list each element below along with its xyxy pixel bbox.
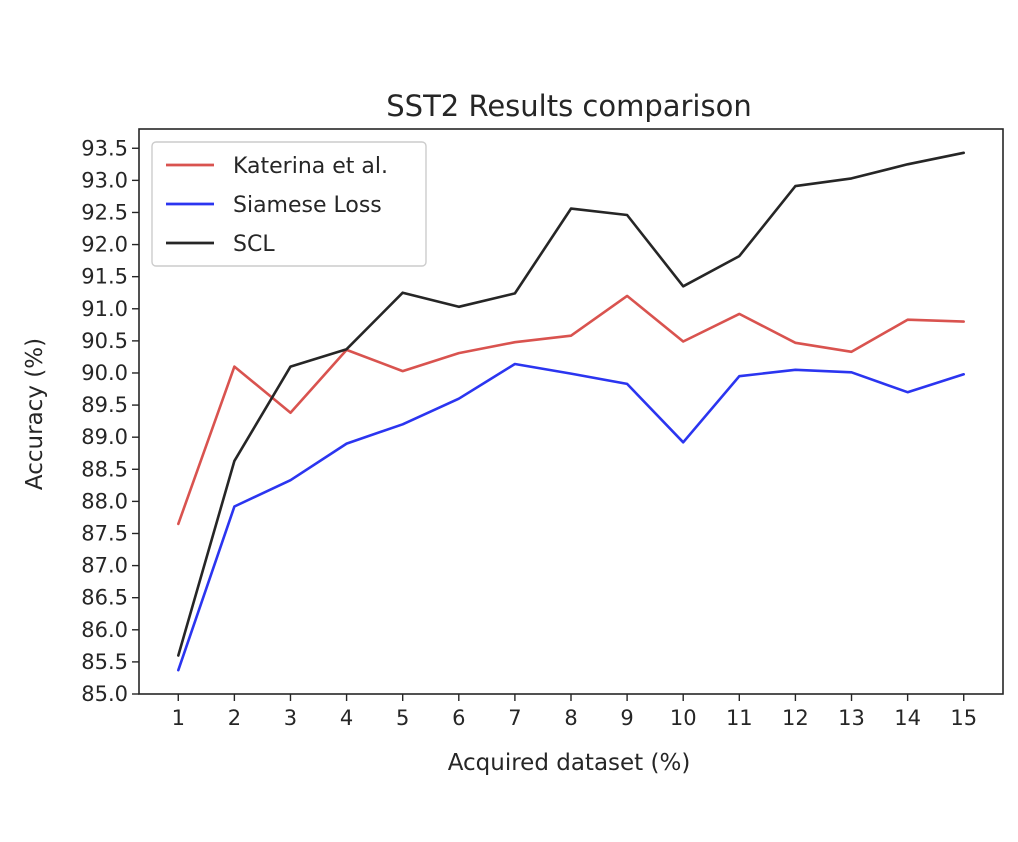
legend-label-katerina-et-al: Katerina et al. [233,154,388,179]
y-tick-label: 88.5 [81,457,128,481]
x-tick-label: 15 [950,706,977,730]
plot-axes: 1 2 3 4 5 6 7 8 9 10 11 12 13 14 1585.085.586.086.587.… [81,128,1004,730]
y-tick-label: 88.0 [81,489,128,513]
x-tick-label: 7 [508,706,521,730]
x-tick-label: 3 [284,706,297,730]
y-tick-label: 87.0 [81,554,128,578]
y-tick-label: 86.5 [81,586,128,610]
legend-label-siamese-loss: Siamese Loss [233,193,382,218]
y-tick-label: 93.5 [81,136,128,160]
y-tick-label: 85.0 [81,682,128,706]
x-tick-label: 1 [172,706,185,730]
y-tick-label: 92.5 [81,200,128,224]
x-tick-label: 4 [340,706,353,730]
x-tick-label: 14 [894,706,921,730]
legend: Katerina et al. Siamese Loss SCL [151,141,427,267]
x-tick-label: 2 [228,706,241,730]
y-tick-label: 89.5 [81,393,128,417]
x-tick-label: 10 [670,706,697,730]
y-tick-label: 93.0 [81,168,128,192]
x-axis-label: Acquired dataset (%) [448,750,691,776]
y-tick-label: 87.5 [81,521,128,545]
x-tick-label: 8 [564,706,577,730]
x-tick-label: 11 [726,706,753,730]
y-tick-label: 90.5 [81,329,128,353]
y-tick-label: 86.0 [81,618,128,642]
series-line-katerina-et-al [177,294,966,526]
legend-label-scl: SCL [233,232,275,257]
y-tick-label: 85.5 [81,650,128,674]
x-tick-label: 6 [452,706,465,730]
x-tick-label: 9 [620,706,633,730]
y-tick-label: 89.0 [81,425,128,449]
x-tick-label: 13 [838,706,865,730]
series-layer [177,151,966,672]
legend-box [151,141,427,267]
series-line-scl [177,151,966,657]
x-tick-label: 5 [396,706,409,730]
y-axis-label: Accuracy (%) [22,338,48,490]
series-line-siamese-loss [177,362,966,672]
y-tick-label: 90.0 [81,361,128,385]
y-tick-label: 91.0 [81,297,128,321]
x-tick-label: 12 [782,706,809,730]
chart-title: SST2 Results comparison [386,89,751,123]
y-tick-label: 92.0 [81,233,128,257]
y-tick-label: 91.5 [81,265,128,289]
